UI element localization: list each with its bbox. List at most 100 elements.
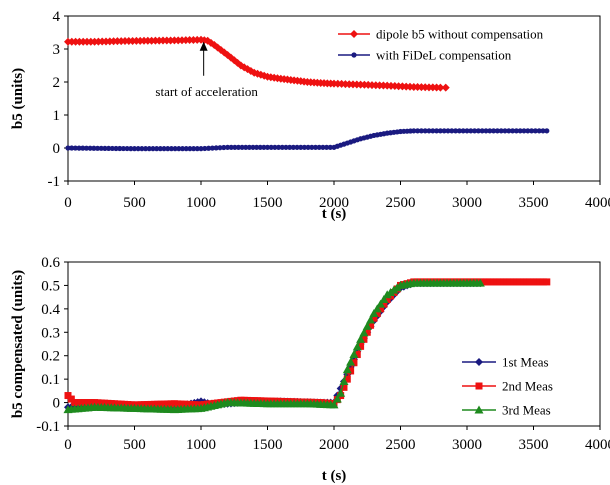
data-point: [117, 145, 123, 152]
top-chart: -10123405001000150020002500300035004000t…: [10, 9, 610, 222]
data-point: [250, 68, 259, 77]
data-point: [309, 144, 315, 150]
series-dipole-b5-without-compensation: [64, 35, 450, 92]
data-point: [350, 359, 358, 367]
data-point: [135, 146, 141, 152]
legend-marker: [351, 52, 357, 58]
data-point: [521, 128, 527, 134]
data-point: [320, 144, 326, 150]
legend-marker: [475, 382, 483, 390]
data-point: [257, 144, 263, 150]
data-point: [366, 315, 376, 324]
data-point: [347, 367, 355, 375]
data-point: [506, 128, 512, 134]
data-point: [146, 146, 152, 152]
data-point: [509, 128, 516, 134]
data-point: [437, 128, 443, 134]
data-point: [468, 128, 474, 134]
data-point: [329, 400, 339, 409]
x-tick-label: 3500: [519, 437, 549, 453]
data-point: [441, 128, 447, 134]
annotation-text: start of acceleration: [155, 84, 258, 99]
y-tick-label: 0.2: [41, 349, 60, 365]
x-tick-label: 2000: [319, 195, 349, 211]
data-point: [532, 128, 539, 134]
x-tick-label: 3500: [519, 195, 549, 211]
data-point: [352, 342, 362, 351]
data-point: [187, 146, 193, 152]
data-point: [415, 128, 421, 134]
data-point: [254, 144, 260, 150]
data-point: [327, 144, 333, 150]
data-point: [209, 145, 215, 151]
data-point: [441, 83, 450, 92]
x-axis-title: t (s): [322, 468, 347, 484]
y-tick-label: 0: [53, 396, 61, 412]
data-point: [363, 328, 371, 336]
legend-marker: [350, 30, 358, 38]
series-3rd-meas: [63, 278, 485, 414]
data-point: [359, 328, 369, 337]
y-tick-label: 0.5: [41, 278, 60, 294]
data-point: [139, 146, 145, 152]
data-point: [142, 146, 149, 152]
data-point: [460, 128, 466, 134]
data-point: [179, 146, 186, 152]
y-tick-label: 2: [53, 75, 61, 91]
data-point: [372, 304, 382, 313]
data-point: [128, 146, 134, 152]
data-point: [483, 128, 489, 134]
data-point: [150, 146, 156, 152]
data-point: [246, 144, 252, 150]
x-tick-label: 2500: [386, 437, 416, 453]
data-point: [544, 128, 550, 134]
data-point: [69, 145, 75, 151]
data-point: [283, 144, 289, 150]
series-line: [67, 282, 481, 411]
data-point: [346, 357, 356, 366]
data-point: [235, 144, 242, 150]
data-point: [367, 321, 375, 329]
data-point: [445, 128, 451, 134]
x-tick-label: 2000: [319, 437, 349, 453]
y-tick-label: 4: [53, 9, 61, 25]
data-point: [426, 128, 432, 134]
data-point: [213, 145, 219, 151]
data-point: [349, 350, 359, 359]
data-point: [411, 128, 417, 134]
data-point: [357, 342, 365, 350]
data-point: [342, 365, 352, 374]
y-axis-title: b5 compensated (units): [10, 270, 26, 418]
legend: 1st Meas 2nd Meas 3rd Meas: [462, 355, 553, 418]
series-with-fidel-compensation: [65, 128, 550, 152]
data-point: [360, 335, 368, 343]
x-tick-label: 0: [64, 195, 72, 211]
data-point: [525, 128, 531, 134]
data-point: [172, 146, 178, 152]
data-point: [202, 145, 208, 152]
x-tick-label: 1000: [186, 195, 216, 211]
data-point: [294, 144, 300, 150]
data-point: [67, 395, 75, 403]
legend-label: with FiDeL compensation: [376, 48, 512, 63]
annotation-arrow-head: [199, 41, 208, 51]
data-point: [340, 383, 348, 391]
data-point: [239, 144, 245, 150]
x-tick-label: 4000: [585, 437, 610, 453]
x-tick-label: 1000: [186, 437, 216, 453]
legend-label: 1st Meas: [502, 355, 549, 370]
data-point: [370, 314, 378, 322]
data-point: [324, 144, 330, 150]
data-point: [430, 128, 436, 134]
y-axis-title: b5 (units): [10, 68, 26, 129]
data-point: [264, 144, 271, 150]
data-point: [64, 392, 72, 400]
data-point: [362, 321, 372, 330]
data-point: [422, 128, 428, 134]
data-point: [183, 146, 189, 152]
data-point: [72, 145, 78, 151]
data-point: [198, 146, 204, 152]
data-point: [109, 145, 115, 152]
x-tick-label: 500: [123, 437, 146, 453]
data-point: [250, 144, 256, 150]
